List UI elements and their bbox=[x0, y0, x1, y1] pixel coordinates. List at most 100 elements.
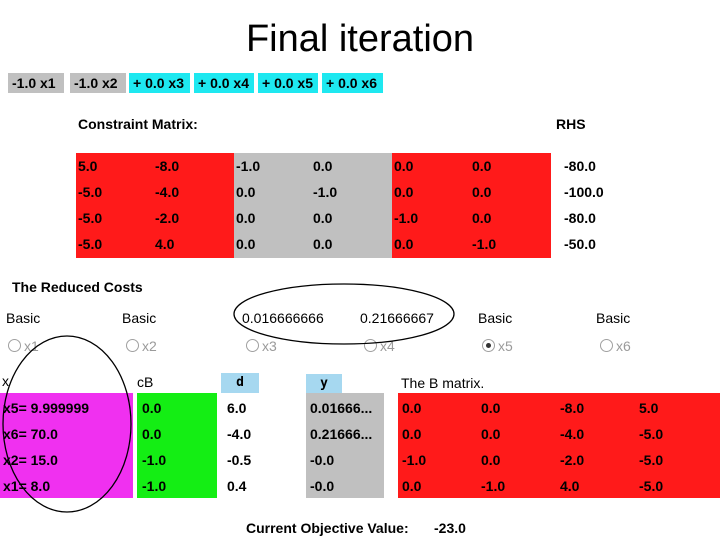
d-value: 0.4 bbox=[227, 478, 247, 494]
matrix-block-x5-x6 bbox=[392, 153, 551, 258]
y-label: y bbox=[306, 374, 342, 394]
b-cell: 0.0 bbox=[402, 400, 422, 416]
d-value: 6.0 bbox=[227, 400, 247, 416]
radio-circle-icon bbox=[600, 339, 613, 352]
b-cell: 0.0 bbox=[481, 426, 501, 442]
reduced-cost-header-x1: Basic bbox=[6, 310, 41, 326]
radio-label: x4 bbox=[380, 338, 395, 354]
rhs-value: -80.0 bbox=[564, 158, 596, 174]
objective-value-label: Current Objective Value: bbox=[246, 520, 409, 536]
reduced-cost-header-x6: Basic bbox=[596, 310, 631, 326]
b-cell: 0.0 bbox=[481, 452, 501, 468]
matrix-cell: 0.0 bbox=[394, 184, 414, 200]
matrix-cell: 4.0 bbox=[155, 236, 175, 252]
matrix-cell: -5.0 bbox=[78, 210, 103, 226]
matrix-cell: 0.0 bbox=[236, 184, 256, 200]
b-cell: -1.0 bbox=[481, 478, 506, 494]
page-title: Final iteration bbox=[245, 18, 475, 60]
basic-var-value: x6= 70.0 bbox=[3, 426, 58, 442]
matrix-cell: -1.0 bbox=[472, 236, 497, 252]
b-cell: -1.0 bbox=[402, 452, 427, 468]
cb-value: -1.0 bbox=[142, 478, 167, 494]
basic-var-value: x2= 15.0 bbox=[3, 452, 58, 468]
radio-label: x6 bbox=[616, 338, 631, 354]
reduced-cost-header-x4: 0.21666667 bbox=[360, 310, 434, 326]
matrix-cell: -5.0 bbox=[78, 236, 103, 252]
b-cell: 5.0 bbox=[639, 400, 659, 416]
y-value: 0.21666... bbox=[310, 426, 373, 442]
b-cell: 0.0 bbox=[481, 400, 501, 416]
objective-term-x2: -1.0 x2 bbox=[70, 73, 126, 93]
matrix-cell: -8.0 bbox=[155, 158, 180, 174]
cb-block bbox=[137, 393, 217, 498]
matrix-cell: -1.0 bbox=[236, 158, 261, 174]
matrix-cell: -1.0 bbox=[313, 184, 338, 200]
radio-x5[interactable]: x5 bbox=[482, 338, 513, 354]
matrix-cell: 0.0 bbox=[472, 210, 492, 226]
reduced-cost-header-x2: Basic bbox=[122, 310, 157, 326]
radio-label: x3 bbox=[262, 338, 277, 354]
matrix-cell: 0.0 bbox=[313, 158, 333, 174]
matrix-block-x1-x2 bbox=[76, 153, 234, 258]
matrix-cell: -2.0 bbox=[155, 210, 180, 226]
cb-label: cB bbox=[137, 374, 154, 390]
radio-circle-icon bbox=[364, 339, 377, 352]
radio-circle-icon bbox=[246, 339, 259, 352]
radio-selected-icon bbox=[482, 339, 495, 352]
objective-term-x3: + 0.0 x3 bbox=[129, 73, 190, 93]
radio-circle-icon bbox=[126, 339, 139, 352]
cb-value: 0.0 bbox=[142, 400, 162, 416]
d-value: -4.0 bbox=[227, 426, 252, 442]
rhs-value: -80.0 bbox=[564, 210, 596, 226]
matrix-block-x3-x4 bbox=[234, 153, 392, 258]
matrix-cell: -1.0 bbox=[394, 210, 419, 226]
y-block bbox=[306, 393, 384, 498]
reduced-cost-header-x3: 0.016666666 bbox=[242, 310, 324, 326]
matrix-cell: -5.0 bbox=[78, 184, 103, 200]
objective-term-x1: -1.0 x1 bbox=[8, 73, 64, 93]
y-value: 0.01666... bbox=[310, 400, 373, 416]
radio-x3[interactable]: x3 bbox=[246, 338, 277, 354]
constraint-matrix-label: Constraint Matrix: bbox=[78, 116, 198, 132]
b-matrix-block bbox=[398, 393, 720, 498]
radio-circle-icon bbox=[8, 339, 21, 352]
x-label: x bbox=[2, 373, 9, 389]
y-value: -0.0 bbox=[310, 452, 335, 468]
cb-value: -1.0 bbox=[142, 452, 167, 468]
matrix-cell: 0.0 bbox=[236, 210, 256, 226]
b-cell: 0.0 bbox=[402, 478, 422, 494]
d-value: -0.5 bbox=[227, 452, 252, 468]
matrix-cell: 0.0 bbox=[472, 184, 492, 200]
matrix-cell: 0.0 bbox=[236, 236, 256, 252]
b-matrix-label: The B matrix. bbox=[401, 375, 485, 391]
radio-x6[interactable]: x6 bbox=[600, 338, 631, 354]
reduced-costs-label: The Reduced Costs bbox=[12, 279, 143, 295]
rhs-value: -100.0 bbox=[564, 184, 604, 200]
matrix-cell: 5.0 bbox=[78, 158, 98, 174]
d-label: d bbox=[221, 373, 259, 393]
b-cell: -8.0 bbox=[560, 400, 585, 416]
matrix-cell: 0.0 bbox=[394, 236, 414, 252]
b-cell: -5.0 bbox=[639, 426, 664, 442]
radio-label: x1 bbox=[24, 338, 39, 354]
y-value: -0.0 bbox=[310, 478, 335, 494]
objective-value: -23.0 bbox=[434, 520, 466, 536]
rhs-label: RHS bbox=[556, 116, 586, 132]
matrix-cell: 0.0 bbox=[313, 236, 333, 252]
radio-x2[interactable]: x2 bbox=[126, 338, 157, 354]
b-cell: -4.0 bbox=[560, 426, 585, 442]
b-cell: -5.0 bbox=[639, 452, 664, 468]
objective-term-x4: + 0.0 x4 bbox=[194, 73, 254, 93]
rhs-value: -50.0 bbox=[564, 236, 596, 252]
radio-x1[interactable]: x1 bbox=[8, 338, 39, 354]
objective-term-x6: + 0.0 x6 bbox=[322, 73, 383, 93]
matrix-cell: 0.0 bbox=[394, 158, 414, 174]
b-cell: 0.0 bbox=[402, 426, 422, 442]
reduced-cost-header-x5: Basic bbox=[478, 310, 513, 326]
cb-value: 0.0 bbox=[142, 426, 162, 442]
radio-label: x2 bbox=[142, 338, 157, 354]
radio-x4[interactable]: x4 bbox=[364, 338, 395, 354]
basic-var-value: x1= 8.0 bbox=[3, 478, 51, 494]
matrix-cell: -4.0 bbox=[155, 184, 180, 200]
radio-label: x5 bbox=[498, 338, 513, 354]
